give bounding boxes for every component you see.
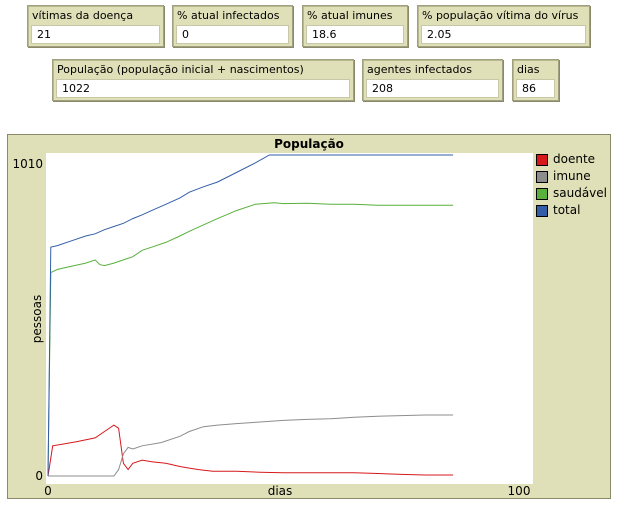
- population-plot: População 1010 0 0 100 dias pessoas doen…: [7, 134, 611, 499]
- legend-swatch-total: [536, 205, 548, 217]
- monitor-value: 0: [176, 25, 289, 44]
- monitor-label: % atual infectados: [177, 9, 280, 22]
- monitor-label: vítimas da doença: [32, 9, 134, 22]
- legend-swatch-imune: [536, 171, 548, 183]
- monitor-label: dias: [517, 63, 540, 76]
- series-line-saudavel: [47, 202, 454, 477]
- legend-swatch-doente: [536, 154, 548, 166]
- x-tick-max: 100: [508, 484, 531, 498]
- plot-area: [46, 153, 533, 484]
- legend-label: saudável: [553, 186, 607, 200]
- monitor-populacao-vitima-virus: % população vítima do vírus 2.05: [417, 5, 590, 47]
- monitor-populacao: População (população inicial + nasciment…: [52, 59, 354, 101]
- monitor-label: % atual imunes: [307, 9, 393, 22]
- plot-title: População: [274, 137, 344, 151]
- monitor-dias: dias 86: [512, 59, 559, 101]
- monitor-label: agentes infectados: [367, 63, 472, 76]
- monitor-value: 86: [516, 79, 555, 98]
- monitor-label: População (população inicial + nasciment…: [57, 63, 304, 76]
- y-tick-min: 0: [35, 469, 43, 483]
- monitor-label: % população vítima do vírus: [422, 9, 579, 22]
- monitor-atual-imunes: % atual imunes 18.6: [302, 5, 408, 47]
- monitor-value: 1022: [56, 79, 350, 98]
- y-axis-label: pessoas: [30, 295, 44, 343]
- series-line-doente: [47, 424, 454, 477]
- monitor-agentes-infectados: agentes infectados 208: [362, 59, 503, 101]
- x-axis-label: dias: [268, 484, 293, 498]
- monitor-atual-infectados: % atual infectados 0: [172, 5, 293, 47]
- legend-label: imune: [553, 169, 591, 183]
- legend-swatch-saudavel: [536, 188, 548, 200]
- monitor-value: 21: [31, 25, 160, 44]
- monitor-value: 2.05: [421, 25, 586, 44]
- monitor-vitimas-da-doenca: vítimas da doença 21: [27, 5, 164, 47]
- monitor-value: 18.6: [306, 25, 404, 44]
- series-line-total: [47, 154, 454, 477]
- plot-svg: 1010 0 0 100 dias pessoas: [12, 153, 533, 498]
- legend-label: total: [553, 203, 581, 217]
- series-line-imune: [48, 414, 454, 477]
- monitor-value: 208: [366, 79, 499, 98]
- legend-label: doente: [553, 152, 596, 166]
- y-tick-max: 1010: [12, 157, 43, 171]
- x-tick-min: 0: [44, 484, 52, 498]
